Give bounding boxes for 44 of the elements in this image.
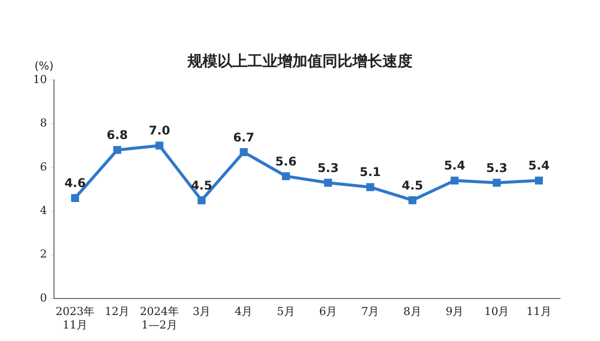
data-label: 5.1 — [360, 165, 381, 180]
point — [408, 196, 416, 204]
x-tick-label: 9月 — [446, 305, 464, 318]
x-tick-label: 11月 — [526, 305, 552, 318]
x-tick-label: 5月 — [276, 305, 295, 318]
data-label: 4.5 — [402, 178, 424, 192]
data-label: 6.7 — [233, 130, 254, 144]
data-label: 6.8 — [106, 128, 128, 142]
x-tick-label: 12月 — [104, 305, 130, 318]
point — [71, 194, 80, 202]
x-tick-label: 10月 — [484, 305, 510, 318]
point — [113, 146, 122, 154]
chart-title: 规模以上工业增加值同比增长速度 — [188, 52, 412, 70]
x-tick-label: 8月 — [403, 305, 422, 318]
x-tick-label: 2023年 11月 — [56, 305, 95, 332]
y-tick-label: 6 — [40, 160, 47, 174]
data-label: 5.4 — [444, 158, 466, 173]
point — [492, 178, 501, 187]
x-tick-label: 7月 — [361, 305, 380, 318]
data-label: 5.6 — [275, 154, 297, 168]
y-tick-label: 4 — [40, 204, 47, 218]
data-label: 7.0 — [148, 124, 170, 138]
point — [155, 142, 164, 150]
data-label: 4.5 — [190, 178, 212, 192]
point — [534, 176, 543, 185]
x-tick-label: 6月 — [319, 305, 338, 318]
data-label: 5.3 — [317, 160, 339, 175]
y-tick-label: 0 — [40, 291, 47, 304]
point — [366, 183, 374, 192]
point — [198, 196, 206, 204]
x-tick-label: 3月 — [192, 305, 211, 318]
y-tick-label: 8 — [40, 116, 47, 130]
data-label: 5.4 — [528, 158, 550, 173]
y-axis-title: (%) — [34, 59, 54, 72]
x-tick-label: 4月 — [234, 305, 253, 318]
x-tick-label: 2024年 1—2月 — [140, 305, 179, 332]
y-tick-label: 2 — [40, 248, 47, 261]
point — [324, 178, 332, 187]
data-label: 4.6 — [64, 176, 86, 190]
point — [282, 172, 290, 180]
point — [450, 176, 459, 185]
data-label: 5.3 — [486, 160, 508, 175]
y-tick-label: 10 — [32, 72, 47, 86]
point — [240, 148, 248, 156]
